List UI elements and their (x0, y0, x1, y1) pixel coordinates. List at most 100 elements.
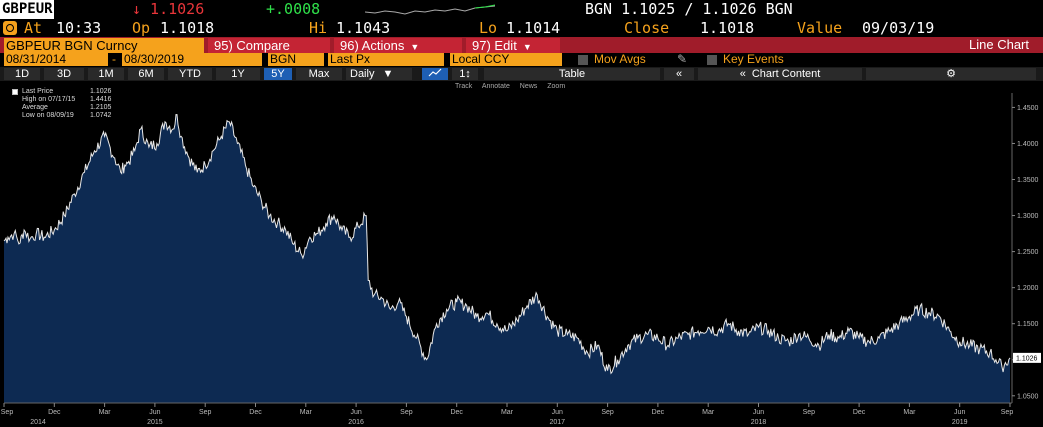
chart-content-button[interactable]: « Chart Content (698, 68, 862, 80)
period-1d[interactable]: 1D (4, 68, 40, 80)
quote-bar: At 10:33 Op 1.1018 Hi 1.1043 Lo 1.1014 C… (0, 19, 1043, 37)
edit-menu[interactable]: 97) Edit ▼ (466, 38, 560, 53)
x-tick-label: Mar (501, 409, 514, 416)
period-1y[interactable]: 1Y (216, 68, 260, 80)
legend-label: Last Price (22, 88, 54, 95)
frequency-select[interactable]: Daily ▼ (346, 68, 412, 80)
gear-icon[interactable]: ⚙ (866, 68, 1036, 80)
period-ytd[interactable]: YTD (168, 68, 212, 80)
low-value: 1.1014 (506, 19, 561, 37)
compare-menu[interactable]: 95) Compare (208, 38, 330, 53)
x-tick-label: Mar (99, 409, 112, 416)
sparkline-icon (365, 4, 495, 15)
source-field[interactable]: BGN (268, 53, 324, 66)
end-date-field[interactable]: 08/30/2019 (122, 53, 262, 66)
period-max[interactable]: Max (296, 68, 342, 80)
y-tick-label: 1.2000 (1017, 285, 1039, 292)
news-tool[interactable]: News (519, 83, 538, 90)
y-tick-label: 1.4000 (1017, 141, 1039, 148)
chart-legend: Last Price 1.1026 High on 07/17/15 1.4416 … (10, 88, 111, 120)
value-label: Value (797, 19, 843, 37)
legend-average: Average 1.2105 (10, 104, 111, 112)
line-chart-icon[interactable] (422, 68, 448, 80)
x-tick-label: Mar (903, 409, 916, 416)
legend-label: High on 07/17/15 (22, 96, 76, 103)
period-6m[interactable]: 6M (128, 68, 164, 80)
last-price-marker (1013, 352, 1041, 363)
close-value: 1.1018 (700, 19, 755, 37)
high-label: Hi (309, 19, 328, 37)
close-label: Close (624, 19, 670, 37)
value-date: 09/03/19 (862, 19, 935, 37)
ticker-symbol[interactable]: GBPEUR (0, 0, 54, 19)
menu-bar: GBPEUR BGN Curncy 95) Compare 96) Action… (0, 37, 1043, 53)
actions-label: 96) Actions (340, 38, 405, 53)
legend-value: 1.1026 (90, 88, 112, 95)
x-tick-label: Jun (954, 409, 965, 416)
caret-down-icon: ▼ (522, 42, 532, 52)
price-chart[interactable]: 1.05001.10001.15001.20001.25001.30001.35… (0, 81, 1043, 427)
x-year-label: 2019 (952, 419, 968, 426)
open-label: Op (132, 19, 151, 37)
x-tick-label: Jun (350, 409, 361, 416)
table-button[interactable]: Table (484, 68, 660, 80)
x-tick-label: Sep (1, 409, 14, 416)
date-dash: - (112, 52, 116, 66)
period-3d[interactable]: 3D (44, 68, 84, 80)
chart-type-title: Line Chart (969, 37, 1029, 52)
track-tool[interactable]: Track (455, 83, 473, 90)
x-year-label: 2015 (147, 419, 163, 426)
zoom-tool[interactable]: Zoom (547, 83, 566, 90)
y-tick-label: 1.3500 (1017, 177, 1039, 184)
high-value: 1.1043 (336, 19, 391, 37)
collapse-icon[interactable]: « (664, 68, 694, 80)
legend-swatch (12, 89, 18, 95)
period-5y[interactable]: 5Y (264, 68, 292, 80)
period-bar: 1D 3D 1M 6M YTD 1Y 5Y Max Daily ▼ 1↕ Tabl… (0, 67, 1043, 81)
ticker-bar: GBPEUR ↓ 1.1026 +.0008 BGN 1.1025 / 1.10… (0, 0, 1043, 19)
x-tick-label: Jun (753, 409, 764, 416)
legend-high: High on 07/17/15 1.4416 (10, 96, 111, 104)
x-tick-label: Sep (400, 409, 413, 416)
low-label: Lo (479, 19, 498, 37)
legend-low: Low on 08/09/19 1.0742 (10, 112, 111, 120)
y-axis: 1.05001.10001.15001.20001.25001.30001.35… (1011, 93, 1041, 403)
last-price-label: 1.1026 (1016, 355, 1038, 362)
x-year-label: 2017 (550, 419, 566, 426)
annotate-tool[interactable]: Annotate (481, 83, 510, 90)
y-tick-label: 1.1500 (1017, 321, 1039, 328)
caret-down-icon: ▼ (410, 42, 420, 52)
y-tick-label: 1.3000 (1017, 213, 1039, 220)
security-field[interactable]: GBPEUR BGN Curncy (4, 38, 204, 53)
legend-label: Average (22, 104, 48, 111)
currency-select[interactable]: Local CCY (450, 53, 562, 66)
x-year-label: 2018 (751, 419, 767, 426)
series-line (3, 113, 1011, 375)
compare-label: 95) Compare (214, 38, 290, 53)
actions-menu[interactable]: 96) Actions ▼ (334, 38, 462, 53)
legend-last-price[interactable]: Last Price 1.1026 (10, 88, 111, 96)
x-tick-label: Sep (199, 409, 212, 416)
edit-label: 97) Edit (472, 38, 517, 53)
field-select[interactable]: Last Px (328, 53, 444, 66)
x-tick-label: Mar (300, 409, 313, 416)
x-tick-label: Dec (48, 409, 61, 416)
x-tick-label: Dec (652, 409, 665, 416)
mov-avgs-checkbox[interactable] (578, 55, 588, 65)
period-1m[interactable]: 1M (88, 68, 124, 80)
bar-style-icon[interactable]: 1↕ (452, 68, 478, 80)
quote-time: 10:33 (56, 19, 102, 37)
start-date-field[interactable]: 08/31/2014 (4, 53, 108, 66)
legend-label: Low on 08/09/19 (22, 112, 74, 119)
open-value: 1.1018 (160, 19, 215, 37)
pencil-icon[interactable]: ✎ (677, 52, 688, 66)
x-tick-label: Jun (149, 409, 160, 416)
legend-value: 1.4416 (90, 96, 112, 103)
last-price: ↓ 1.1026 (132, 0, 205, 18)
x-tick-label: Sep (803, 409, 816, 416)
x-tick-label: Dec (450, 409, 463, 416)
series-area-fill (4, 114, 1010, 403)
chart-tools: Track Annotate News Zoom (455, 83, 573, 93)
key-events-checkbox[interactable] (707, 55, 717, 65)
